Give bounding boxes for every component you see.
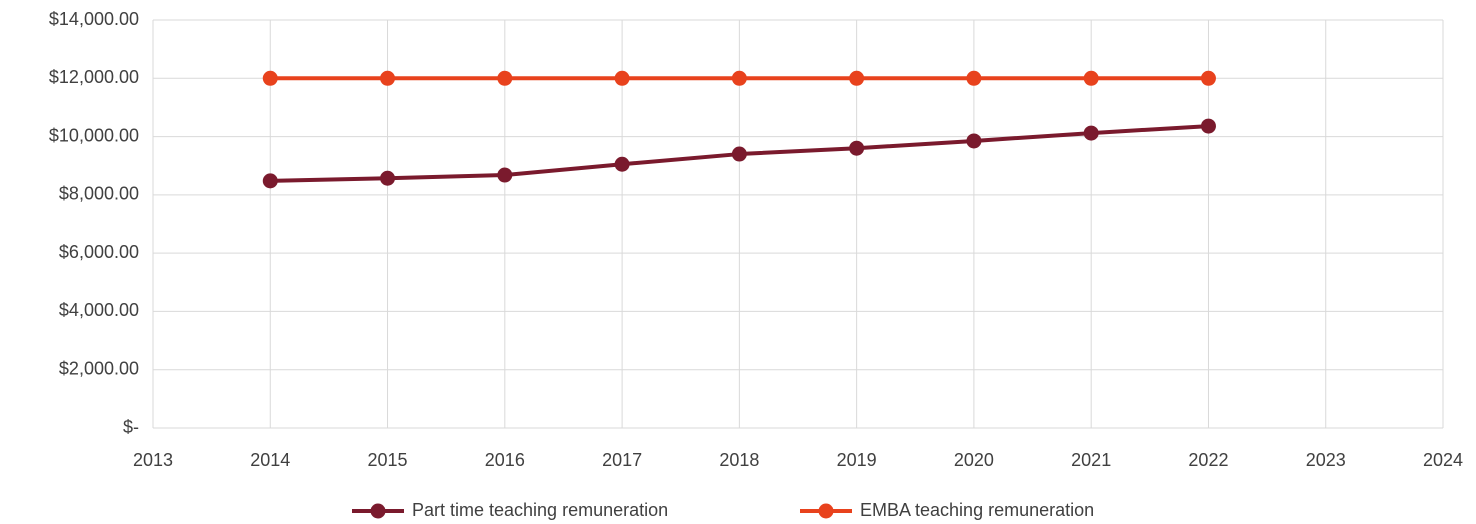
point bbox=[731, 70, 747, 86]
point bbox=[262, 173, 278, 189]
y-tick-label: $12,000.00 bbox=[49, 67, 139, 87]
x-tick-label: 2016 bbox=[485, 450, 525, 470]
x-tick-label: 2015 bbox=[368, 450, 408, 470]
y-tick-label: $6,000.00 bbox=[59, 242, 139, 262]
x-tick-label: 2019 bbox=[837, 450, 877, 470]
point bbox=[1083, 125, 1099, 141]
x-tick-label: 2023 bbox=[1306, 450, 1346, 470]
point bbox=[1200, 70, 1216, 86]
point bbox=[497, 167, 513, 183]
x-tick-label: 2021 bbox=[1071, 450, 1111, 470]
y-tick-label: $10,000.00 bbox=[49, 125, 139, 145]
legend-marker bbox=[370, 503, 386, 519]
point bbox=[966, 70, 982, 86]
point bbox=[849, 70, 865, 86]
x-tick-label: 2018 bbox=[719, 450, 759, 470]
y-tick-label: $4,000.00 bbox=[59, 300, 139, 320]
y-tick-label: $14,000.00 bbox=[49, 9, 139, 29]
x-tick-label: 2013 bbox=[133, 450, 173, 470]
point bbox=[1083, 70, 1099, 86]
legend-marker bbox=[818, 503, 834, 519]
point bbox=[614, 70, 630, 86]
y-tick-label: $2,000.00 bbox=[59, 358, 139, 378]
point bbox=[614, 156, 630, 172]
point bbox=[380, 70, 396, 86]
point bbox=[731, 146, 747, 162]
x-tick-label: 2017 bbox=[602, 450, 642, 470]
x-tick-label: 2024 bbox=[1423, 450, 1463, 470]
y-tick-label: $8,000.00 bbox=[59, 184, 139, 204]
point bbox=[1200, 118, 1216, 134]
x-tick-label: 2022 bbox=[1188, 450, 1228, 470]
point bbox=[849, 140, 865, 156]
point bbox=[380, 170, 396, 186]
legend-label: EMBA teaching remuneration bbox=[860, 500, 1094, 520]
point bbox=[966, 133, 982, 149]
x-tick-label: 2020 bbox=[954, 450, 994, 470]
y-tick-label: $- bbox=[123, 417, 139, 437]
x-tick-label: 2014 bbox=[250, 450, 290, 470]
legend-label: Part time teaching remuneration bbox=[412, 500, 668, 520]
point bbox=[497, 70, 513, 86]
point bbox=[262, 70, 278, 86]
